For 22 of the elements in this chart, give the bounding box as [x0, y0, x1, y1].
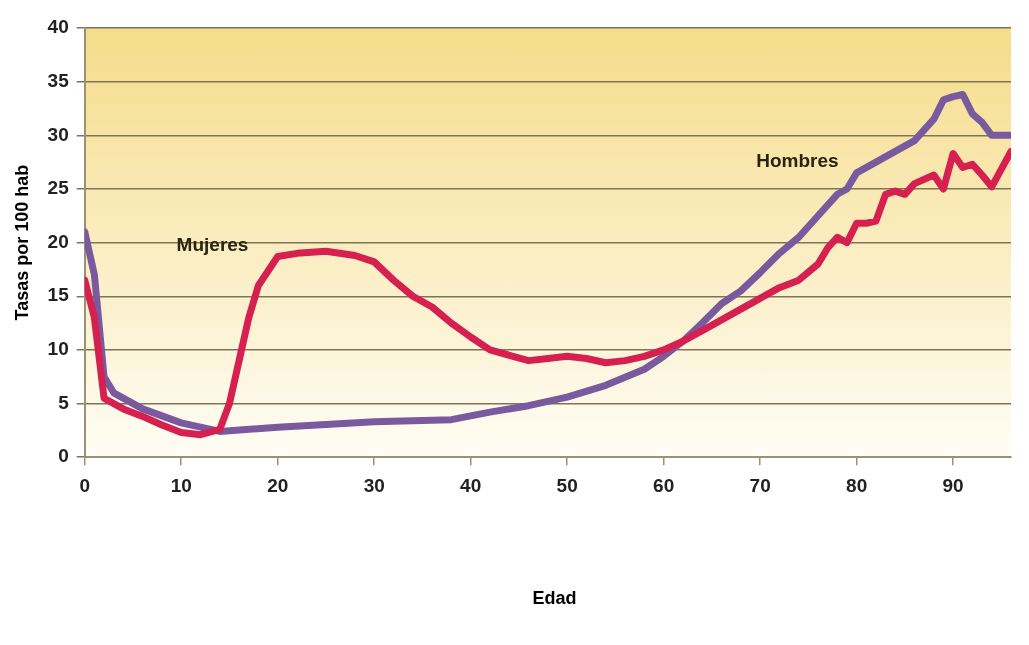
- y-tick-label: 35: [47, 69, 70, 91]
- x-tick-label: 0: [79, 474, 91, 496]
- x-tick-label: 90: [942, 474, 964, 496]
- y-tick-label: 10: [47, 338, 69, 360]
- x-tick-label: 50: [556, 474, 578, 496]
- x-tick-label: 10: [170, 474, 192, 496]
- y-tick-label: 20: [47, 230, 69, 252]
- x-tick-label: 60: [653, 474, 675, 496]
- y-tick-label: 40: [47, 16, 69, 38]
- text: Edad: [531, 588, 578, 609]
- y-tick-label: 0: [58, 445, 69, 467]
- y-tick-label: 15: [47, 284, 70, 306]
- y-tick-label: 5: [58, 391, 70, 413]
- x-tick-label: 40: [460, 474, 482, 496]
- y-tick-label: 25: [47, 177, 70, 199]
- series-label: Hombres: [756, 150, 839, 172]
- y-axis-title: Tasas por 100 hab: [11, 164, 32, 321]
- x-tick-label: 20: [267, 474, 289, 496]
- x-tick-label: 70: [749, 474, 771, 496]
- x-tick-label: 80: [846, 474, 868, 496]
- x-tick-label: 30: [363, 474, 385, 496]
- y-tick-label: 30: [47, 123, 69, 145]
